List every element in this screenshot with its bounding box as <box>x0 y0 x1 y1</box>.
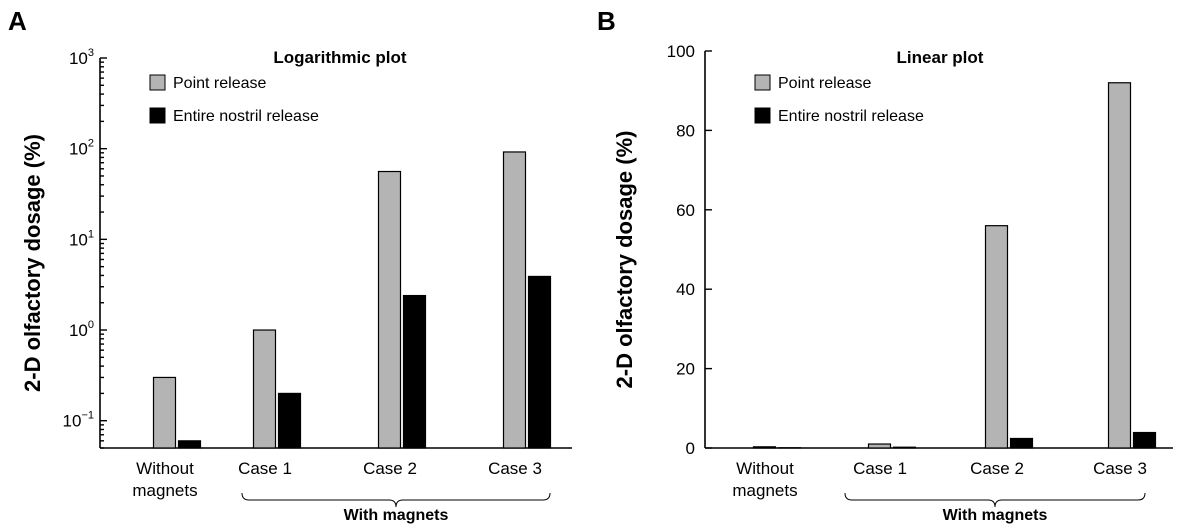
bar-point-release-2 <box>984 225 1009 449</box>
legend-swatch-entire-nostril-release <box>149 107 166 124</box>
y-tick-label-base: 10 <box>69 321 88 340</box>
panel-letter: B <box>597 6 616 36</box>
y-tick-label-exponent: 3 <box>88 47 94 59</box>
bar-entire-nostril-release-3 <box>527 275 552 449</box>
bar-point-release-1 <box>252 329 277 449</box>
y-tick-label-base: 10 <box>69 230 88 249</box>
legend-swatch-entire-nostril-release <box>754 107 771 124</box>
group-label: With magnets <box>943 507 1048 524</box>
legend-label: Entire nostril release <box>778 108 924 125</box>
bar-entire-nostril-release-2 <box>402 294 427 449</box>
bar-entire-nostril-release-1 <box>277 392 302 449</box>
y-tick-label: 100 <box>69 319 94 340</box>
bar-entire-nostril-release-3 <box>1132 431 1157 449</box>
x-category-label: magnets <box>132 481 197 500</box>
y-tick-label-base: 10 <box>69 140 88 159</box>
y-tick-label-exponent: −1 <box>81 410 94 422</box>
y-axis-label: 2-D olfactory dosage (%) <box>20 134 45 392</box>
bar-point-release-0 <box>752 446 777 449</box>
x-category-label: magnets <box>732 481 797 500</box>
group-brace <box>844 492 1146 508</box>
y-tick-label: 40 <box>676 280 695 299</box>
chart-title: Linear plot <box>897 48 984 67</box>
y-tick-label-exponent: 0 <box>88 319 94 331</box>
y-axis-label: 2-D olfactory dosage (%) <box>612 131 637 389</box>
chart-panel-b: B 2-D olfactory dosage (%) 0 20 40 60 80 100 Lin… <box>597 6 1173 524</box>
x-category-label: Case 1 <box>238 459 292 478</box>
bar-entire-nostril-release-1 <box>892 446 917 449</box>
y-tick-label: 20 <box>676 360 695 379</box>
bar-point-release-1 <box>867 443 892 449</box>
y-tick-label: 102 <box>69 138 94 159</box>
chart-title: Logarithmic plot <box>273 48 407 67</box>
group-brace <box>241 492 551 508</box>
y-tick-label: 100 <box>667 42 695 61</box>
panel-letter: A <box>8 6 27 36</box>
bar-point-release-3 <box>1107 82 1132 449</box>
y-tick-label: 103 <box>69 47 94 68</box>
y-tick-label-exponent: 1 <box>88 228 94 240</box>
bar-point-release-3 <box>502 151 527 449</box>
x-category-label: Case 1 <box>853 459 907 478</box>
bar-point-release-2 <box>377 170 402 449</box>
y-tick-label-exponent: 2 <box>88 138 94 150</box>
y-tick-label: 0 <box>686 439 695 458</box>
x-category-label: Case 2 <box>363 459 417 478</box>
y-tick-label: 10−1 <box>63 410 94 431</box>
legend-swatch-point-release <box>754 74 771 91</box>
legend-label: Entire nostril release <box>173 108 319 125</box>
x-category-label: Without <box>136 459 194 478</box>
bar-point-release-0 <box>152 376 177 449</box>
x-category-label: Without <box>736 459 794 478</box>
y-tick-label-base: 10 <box>63 412 82 431</box>
y-tick-label: 101 <box>69 228 94 249</box>
legend-label: Point release <box>778 75 871 92</box>
bar-entire-nostril-release-0 <box>177 440 202 449</box>
y-tick-label-base: 10 <box>69 49 88 68</box>
y-tick-label: 80 <box>676 121 695 140</box>
legend-label: Point release <box>173 75 266 92</box>
legend-swatch-point-release <box>149 74 166 91</box>
group-label: With magnets <box>344 507 449 524</box>
chart-panel-a: A2-D olfactory dosage (%)10−110010110210… <box>8 6 572 524</box>
x-category-label: Case 3 <box>1093 459 1147 478</box>
x-category-label: Case 2 <box>970 459 1024 478</box>
y-tick-label: 60 <box>676 201 695 220</box>
x-category-label: Case 3 <box>488 459 542 478</box>
bar-entire-nostril-release-2 <box>1009 437 1034 449</box>
